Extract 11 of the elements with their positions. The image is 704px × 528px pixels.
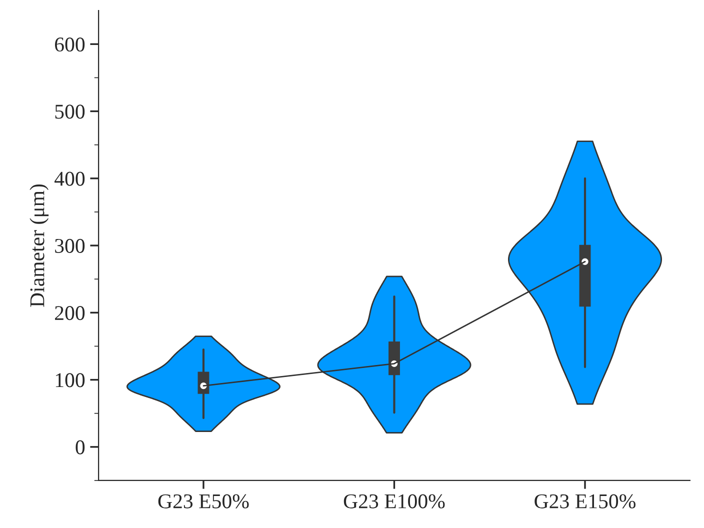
y-tick-label: 0: [76, 440, 85, 454]
y-tick-label: 500: [55, 104, 85, 119]
y-tick-label: 600: [55, 38, 85, 52]
y-tick-label: 400: [54, 172, 85, 186]
x-tick-label: G23 E50%: [158, 494, 249, 508]
y-axis-title: Diameter (μm): [30, 184, 49, 307]
y-tick-label: 300: [55, 238, 85, 253]
x-tick-label: G23 E100%: [344, 494, 445, 508]
x-tick-label: G23 E150%: [534, 494, 636, 508]
y-tick-label: 100: [56, 373, 85, 388]
y-tick-label: 200: [55, 306, 85, 320]
